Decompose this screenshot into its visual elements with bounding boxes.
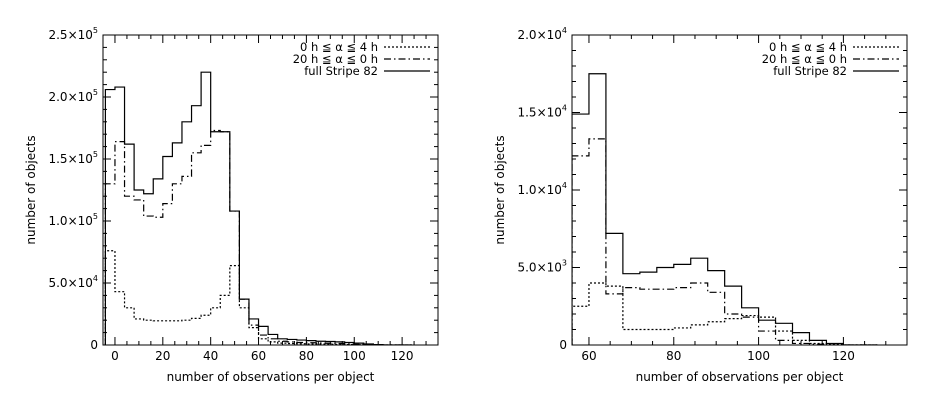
y-tick-label: 0 bbox=[559, 338, 567, 352]
legend-label: 20 h ≦ α ≦ 0 h bbox=[293, 52, 378, 66]
series-line-1 bbox=[572, 282, 878, 345]
series-line-1 bbox=[104, 250, 412, 345]
y-tick-label: 2.0×104 bbox=[517, 26, 567, 42]
y-tick-label: 1.0×105 bbox=[48, 212, 98, 228]
legend-label: 0 h ≦ α ≦ 4 h bbox=[769, 40, 847, 54]
x-tick-label: 120 bbox=[832, 349, 855, 363]
series-line-2 bbox=[572, 138, 878, 345]
chart-panel-2: 60 80 100 120 0 5.0×103 1.0×104 1.5×104 2.0×104 n… bbox=[493, 26, 908, 384]
series-line-3 bbox=[104, 71, 412, 345]
y-axis-title: number of objects bbox=[493, 135, 507, 244]
y-tick-label: 1.5×104 bbox=[517, 104, 567, 120]
x-tick-label: 40 bbox=[203, 349, 218, 363]
legend-label: 0 h ≦ α ≦ 4 h bbox=[300, 40, 378, 54]
x-tick-label: 80 bbox=[666, 349, 681, 363]
y-tick-label: 5.0×104 bbox=[48, 274, 98, 290]
x-tick-label: 80 bbox=[299, 349, 314, 363]
x-tick-label: 100 bbox=[343, 349, 366, 363]
x-tick-label: 100 bbox=[747, 349, 770, 363]
y-axis-title: number of objects bbox=[24, 135, 38, 244]
series-line-2 bbox=[104, 129, 412, 345]
legend-label: full Stripe 82 bbox=[773, 64, 847, 78]
y-tick-label: 5.0×103 bbox=[517, 259, 567, 275]
y-tick-label: 0 bbox=[90, 338, 98, 352]
y-tick-label: 1.0×104 bbox=[517, 181, 567, 197]
y-tick-label: 2.5×105 bbox=[48, 26, 98, 42]
y-tick-label: 2.0×105 bbox=[48, 88, 98, 104]
legend-label: 20 h ≦ α ≦ 0 h bbox=[762, 52, 847, 66]
y-tick-label: 1.5×105 bbox=[48, 150, 98, 166]
x-tick-label: 0 bbox=[111, 349, 119, 363]
plot-frame bbox=[571, 34, 908, 346]
chart-panel-1: 0 20 40 60 80 100 120 0 5.0×104 1.0×105 1.5×105 2.0… bbox=[24, 26, 439, 384]
x-axis-title: number of observations per object bbox=[167, 370, 375, 384]
series-line-3 bbox=[572, 73, 878, 345]
x-tick-label: 120 bbox=[391, 349, 414, 363]
x-axis-title: number of observations per object bbox=[636, 370, 844, 384]
x-tick-label: 20 bbox=[155, 349, 170, 363]
legend-label: full Stripe 82 bbox=[304, 64, 378, 78]
x-tick-label: 60 bbox=[251, 349, 266, 363]
x-tick-label: 60 bbox=[581, 349, 596, 363]
